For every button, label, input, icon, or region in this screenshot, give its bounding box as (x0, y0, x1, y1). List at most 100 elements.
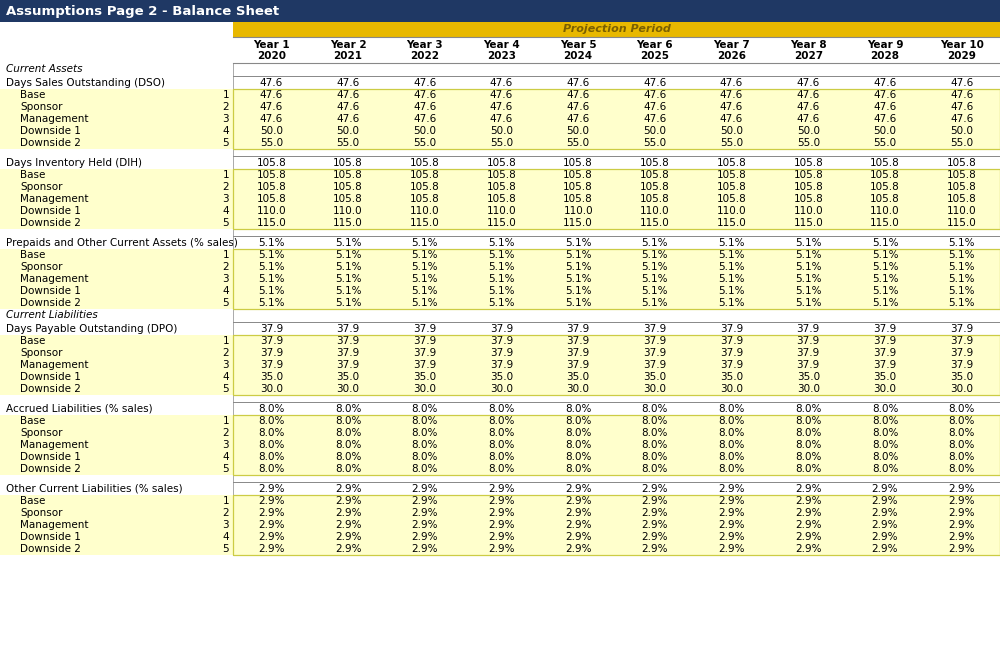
Text: 5.1%: 5.1% (488, 250, 515, 260)
Text: Accrued Liabilities (% sales): Accrued Liabilities (% sales) (6, 403, 153, 414)
Text: 5.1%: 5.1% (258, 250, 285, 260)
Text: 37.9: 37.9 (720, 360, 743, 370)
Text: 8.0%: 8.0% (718, 403, 745, 414)
Text: 115.0: 115.0 (410, 218, 440, 228)
Text: 37.9: 37.9 (413, 323, 436, 333)
Text: 2.9%: 2.9% (412, 508, 438, 518)
Text: 5.1%: 5.1% (795, 238, 822, 248)
Text: 5.1%: 5.1% (642, 262, 668, 272)
Text: Year 8: Year 8 (790, 40, 827, 50)
Text: 105.8: 105.8 (640, 194, 670, 204)
Text: 47.6: 47.6 (260, 90, 283, 100)
Text: 8.0%: 8.0% (718, 428, 745, 438)
Text: 105.8: 105.8 (870, 182, 900, 192)
Text: 37.9: 37.9 (490, 360, 513, 370)
Text: 5.1%: 5.1% (258, 274, 285, 284)
Text: 115.0: 115.0 (717, 218, 746, 228)
Text: 8.0%: 8.0% (258, 452, 285, 462)
Text: 5.1%: 5.1% (258, 286, 285, 296)
Text: 37.9: 37.9 (336, 336, 360, 346)
Text: Management: Management (20, 194, 88, 204)
Text: 5: 5 (222, 544, 229, 554)
Text: 37.9: 37.9 (260, 348, 283, 358)
Text: 1: 1 (222, 416, 229, 426)
Bar (0, 519, 1000, 531)
Text: 37.9: 37.9 (797, 360, 820, 370)
Text: 5.1%: 5.1% (642, 238, 668, 248)
Bar (0, 463, 1000, 475)
Text: 5.1%: 5.1% (872, 298, 898, 308)
Text: 5.1%: 5.1% (718, 274, 745, 284)
Text: Sponsor: Sponsor (20, 102, 62, 112)
Text: 3: 3 (222, 114, 229, 124)
Text: 8.0%: 8.0% (335, 416, 361, 426)
Text: 2.9%: 2.9% (872, 532, 898, 542)
Text: 5.1%: 5.1% (718, 262, 745, 272)
Text: 2.9%: 2.9% (718, 544, 745, 554)
Bar (0, 63, 1000, 76)
Text: Year 9: Year 9 (867, 40, 903, 50)
Text: 37.9: 37.9 (643, 348, 666, 358)
Text: 37.9: 37.9 (643, 360, 666, 370)
Bar (0, 101, 1000, 113)
Bar (0, 507, 1000, 519)
Text: Year 10: Year 10 (940, 40, 984, 50)
Text: 30.0: 30.0 (337, 384, 360, 394)
Text: 2020: 2020 (257, 51, 286, 61)
Text: 110.0: 110.0 (487, 206, 516, 216)
Text: 47.6: 47.6 (950, 90, 973, 100)
Text: 2.9%: 2.9% (488, 532, 515, 542)
Text: 2.9%: 2.9% (642, 520, 668, 530)
Text: 105.8: 105.8 (333, 194, 363, 204)
Text: 105.8: 105.8 (793, 182, 823, 192)
Bar (0, 76, 1000, 89)
Text: 2026: 2026 (717, 51, 746, 61)
Text: 8.0%: 8.0% (872, 428, 898, 438)
Bar (0, 125, 1000, 137)
Text: 47.6: 47.6 (720, 114, 743, 124)
Text: 5.1%: 5.1% (488, 238, 515, 248)
Text: Management: Management (20, 440, 88, 450)
Text: Downside 1: Downside 1 (20, 372, 81, 382)
Text: 30.0: 30.0 (950, 384, 973, 394)
Text: 105.8: 105.8 (410, 194, 440, 204)
Text: 8.0%: 8.0% (488, 416, 515, 426)
Text: 2.9%: 2.9% (642, 532, 668, 542)
Text: 5.1%: 5.1% (795, 250, 822, 260)
Text: 5: 5 (222, 138, 229, 148)
Text: 2.9%: 2.9% (718, 508, 745, 518)
Text: 47.6: 47.6 (336, 114, 360, 124)
Text: 8.0%: 8.0% (872, 452, 898, 462)
Text: 8.0%: 8.0% (335, 464, 361, 474)
Text: Sponsor: Sponsor (20, 262, 62, 272)
Bar (0, 335, 1000, 347)
Text: 5: 5 (222, 464, 229, 474)
Text: 30.0: 30.0 (797, 384, 820, 394)
Text: 2022: 2022 (410, 51, 439, 61)
Bar (0, 347, 1000, 359)
Text: 5.1%: 5.1% (335, 250, 361, 260)
Text: Base: Base (20, 170, 45, 180)
Text: 8.0%: 8.0% (718, 440, 745, 450)
Text: 5.1%: 5.1% (642, 298, 668, 308)
Text: 105.8: 105.8 (563, 194, 593, 204)
Text: 47.6: 47.6 (490, 102, 513, 112)
Text: 8.0%: 8.0% (335, 440, 361, 450)
Text: 5.1%: 5.1% (872, 262, 898, 272)
Text: 50.0: 50.0 (873, 126, 896, 136)
Text: 2.9%: 2.9% (718, 484, 745, 494)
Text: 50.0: 50.0 (567, 126, 590, 136)
Text: Other Current Liabilities (% sales): Other Current Liabilities (% sales) (6, 484, 183, 494)
Text: 4: 4 (222, 372, 229, 382)
Text: 37.9: 37.9 (413, 348, 436, 358)
Text: 5.1%: 5.1% (412, 250, 438, 260)
Text: 8.0%: 8.0% (948, 452, 975, 462)
Text: 110.0: 110.0 (257, 206, 286, 216)
Text: 5.1%: 5.1% (335, 238, 361, 248)
Text: 1: 1 (222, 90, 229, 100)
Text: 55.0: 55.0 (260, 138, 283, 148)
Text: 37.9: 37.9 (797, 336, 820, 346)
Text: 2.9%: 2.9% (335, 520, 361, 530)
Text: 2.9%: 2.9% (565, 508, 591, 518)
Text: 2.9%: 2.9% (642, 484, 668, 494)
